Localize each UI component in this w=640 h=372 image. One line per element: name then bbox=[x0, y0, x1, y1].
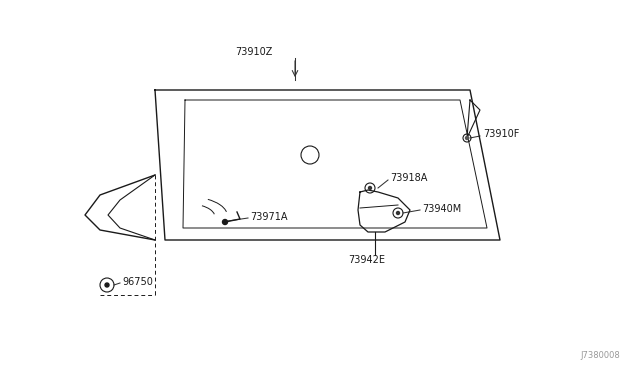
Circle shape bbox=[397, 212, 399, 215]
Text: J7380008: J7380008 bbox=[580, 351, 620, 360]
Text: 73942E: 73942E bbox=[348, 255, 385, 265]
Circle shape bbox=[465, 137, 468, 140]
Circle shape bbox=[223, 219, 227, 224]
Text: 73940M: 73940M bbox=[422, 204, 461, 214]
Text: 73910F: 73910F bbox=[483, 129, 520, 139]
Text: 96750: 96750 bbox=[122, 277, 153, 287]
Text: 73971A: 73971A bbox=[250, 212, 287, 222]
Text: 73918A: 73918A bbox=[390, 173, 428, 183]
Text: 73910Z: 73910Z bbox=[235, 47, 273, 57]
Circle shape bbox=[369, 186, 371, 189]
Circle shape bbox=[105, 283, 109, 287]
